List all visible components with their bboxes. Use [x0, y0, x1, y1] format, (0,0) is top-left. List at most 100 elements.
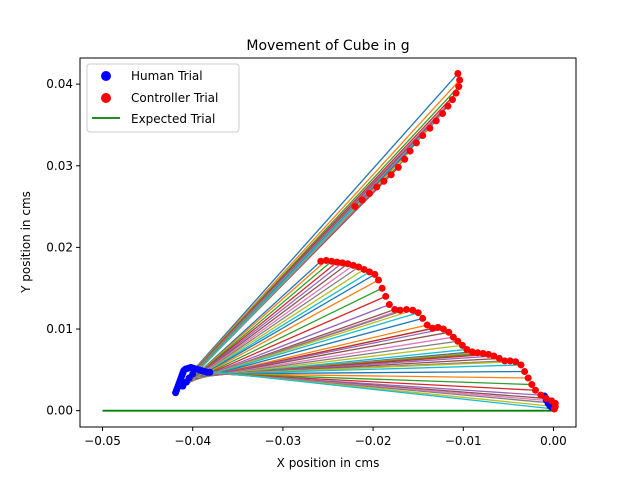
controller-trial-point: [371, 270, 379, 278]
controller-trial-point: [412, 139, 420, 147]
connecting-line: [191, 303, 390, 382]
y-tick-label: 0.01: [46, 322, 73, 336]
controller-trial-point: [449, 333, 457, 341]
controller-trial-point: [485, 350, 493, 358]
connecting-line: [208, 370, 555, 410]
connecting-line: [186, 261, 338, 385]
x-tick-label: −0.05: [84, 434, 121, 448]
connecting-line: [175, 73, 459, 391]
legend-marker-human-trial: [101, 71, 111, 81]
controller-trial-point: [344, 260, 352, 268]
legend-marker-controller-trial: [101, 93, 111, 103]
controller-trial-point: [409, 306, 417, 314]
controller-trial-point: [528, 381, 536, 389]
y-tick-label: 0.02: [46, 240, 73, 254]
controller-trial-point: [382, 292, 390, 300]
legend-label-controller-trial: Controller Trial: [131, 91, 218, 105]
connecting-line: [186, 262, 343, 385]
controller-trial-point: [524, 374, 532, 382]
x-tick-label: 0.00: [540, 434, 567, 448]
x-tick-label: −0.04: [174, 434, 211, 448]
controller-trial-point: [452, 89, 460, 97]
plot-area-frame: [79, 57, 577, 428]
controller-trial-point: [444, 102, 452, 110]
controller-trial-point: [456, 76, 464, 84]
controller-trial-point: [454, 70, 462, 78]
connecting-line: [184, 206, 356, 386]
controller-trial-point: [432, 117, 440, 125]
controller-trial-point: [463, 345, 471, 353]
controller-trial-series: [317, 70, 559, 413]
y-axis-label: Y position in cms: [19, 191, 33, 294]
controller-trial-point: [490, 352, 498, 360]
controller-trial-point: [512, 358, 520, 366]
y-axis: 0.00 0.01 0.02 0.03 0.04: [46, 77, 80, 418]
controller-trial-point: [448, 96, 456, 104]
controller-trial-point: [426, 124, 434, 132]
connecting-lines: [175, 73, 556, 410]
controller-trial-point: [385, 301, 393, 309]
controller-trial-point: [391, 305, 399, 313]
controller-trial-point: [349, 261, 357, 269]
x-tick-label: −0.01: [445, 434, 482, 448]
connecting-line: [188, 266, 360, 384]
controller-trial-point: [434, 323, 442, 331]
controller-trial-point: [380, 177, 388, 185]
controller-trial-point: [396, 306, 404, 314]
controller-trial-point: [468, 348, 476, 356]
controller-trial-point: [355, 263, 363, 271]
connecting-line: [194, 312, 419, 381]
controller-trial-point: [333, 258, 341, 266]
connecting-line: [185, 259, 327, 386]
chart-title: Movement of Cube in g: [246, 38, 409, 54]
controller-trial-point: [322, 256, 330, 264]
controller-trial-point: [439, 325, 447, 333]
controller-trial-point: [550, 405, 558, 413]
connecting-line: [187, 264, 354, 384]
controller-trial-point: [479, 350, 487, 358]
controller-trial-point: [445, 328, 453, 336]
human-trial-point: [189, 370, 197, 378]
controller-trial-point: [358, 196, 366, 204]
connecting-line: [189, 273, 376, 383]
controller-trial-point: [455, 83, 463, 91]
connecting-line: [185, 260, 333, 385]
controller-trial-point: [495, 354, 503, 362]
legend-box: [86, 63, 240, 133]
controller-trial-point: [406, 147, 414, 155]
x-tick-label: −0.02: [355, 434, 392, 448]
connecting-line: [205, 373, 529, 379]
legend-label-human-trial: Human Trial: [131, 69, 203, 83]
controller-trial-point: [365, 190, 373, 198]
legend-label-expected-trial: Expected Trial: [131, 112, 215, 126]
connecting-line: [188, 268, 365, 384]
controller-trial-point: [351, 203, 359, 211]
connecting-line: [197, 331, 449, 379]
controller-trial-point: [378, 284, 386, 292]
connecting-line: [194, 317, 423, 381]
controller-trial-point: [414, 309, 422, 317]
controller-trial-point: [328, 257, 336, 265]
x-axis-label: X position in cms: [277, 456, 380, 470]
controller-trial-point: [317, 257, 325, 265]
controller-trial-point: [506, 357, 514, 365]
controller-trial-point: [454, 337, 462, 345]
connecting-line: [189, 271, 370, 383]
controller-trial-point: [537, 391, 545, 399]
controller-trial-point: [439, 110, 447, 118]
controller-trial-point: [373, 183, 381, 191]
connecting-line: [205, 372, 532, 386]
y-tick-label: 0.04: [46, 77, 73, 91]
controller-trial-point: [429, 324, 437, 332]
controller-trial-point: [401, 155, 409, 163]
controller-trial-point: [360, 265, 368, 273]
controller-trial-point: [402, 305, 410, 313]
connecting-line: [204, 364, 522, 375]
connecting-line: [175, 79, 461, 391]
legend: Human Trial Controller Trial Expected Tr…: [86, 63, 240, 133]
y-tick-label: 0.03: [46, 159, 73, 173]
controller-trial-point: [387, 171, 395, 179]
controller-trial-point: [394, 163, 402, 171]
controller-trial-point: [474, 349, 482, 357]
